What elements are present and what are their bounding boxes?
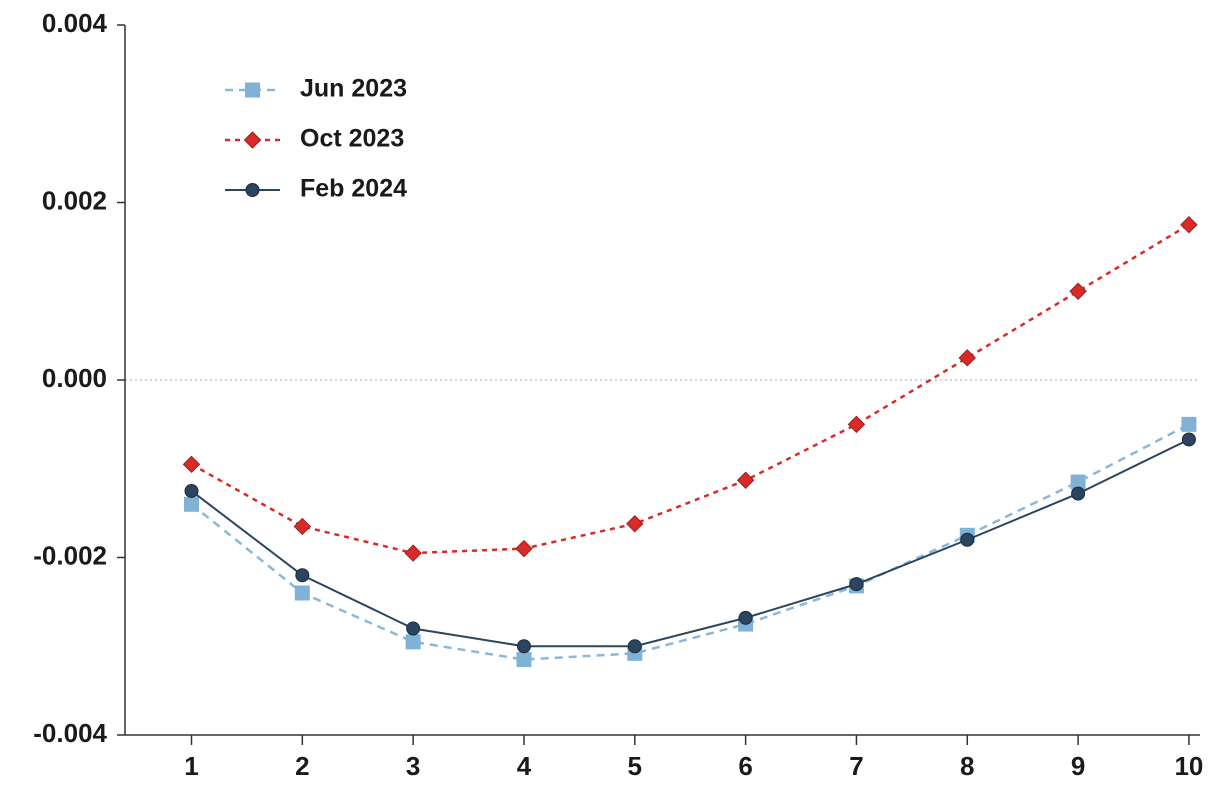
legend-label: Feb 2024: [300, 175, 407, 203]
x-tick-label: 5: [628, 751, 642, 781]
x-tick-label: 8: [960, 751, 974, 781]
y-tick-label: 0.004: [42, 8, 108, 38]
legend-label: Jun 2023: [300, 75, 407, 103]
legend-label: Oct 2023: [300, 125, 404, 153]
x-tick-label: 6: [738, 751, 752, 781]
line-chart: -0.004 -0.002 0.000 0.002 0.004 1 2 3 4 5 6 7 8 9 10 Ju…: [0, 0, 1220, 797]
x-tick-label: 1: [184, 751, 198, 781]
y-tick-label: -0.002: [33, 540, 107, 570]
y-tick-label: 0.002: [42, 185, 107, 215]
y-tick-label: 0.000: [42, 363, 107, 393]
x-tick-label: 2: [295, 751, 309, 781]
x-tick-label: 4: [517, 751, 532, 781]
x-tick-label: 10: [1174, 751, 1203, 781]
y-tick-label: -0.004: [33, 718, 107, 748]
x-tick-label: 3: [406, 751, 420, 781]
legend: Jun 2023 Oct 2023 Feb 2024: [225, 75, 407, 203]
x-tick-label: 7: [849, 751, 863, 781]
x-tick-label: 9: [1071, 751, 1085, 781]
